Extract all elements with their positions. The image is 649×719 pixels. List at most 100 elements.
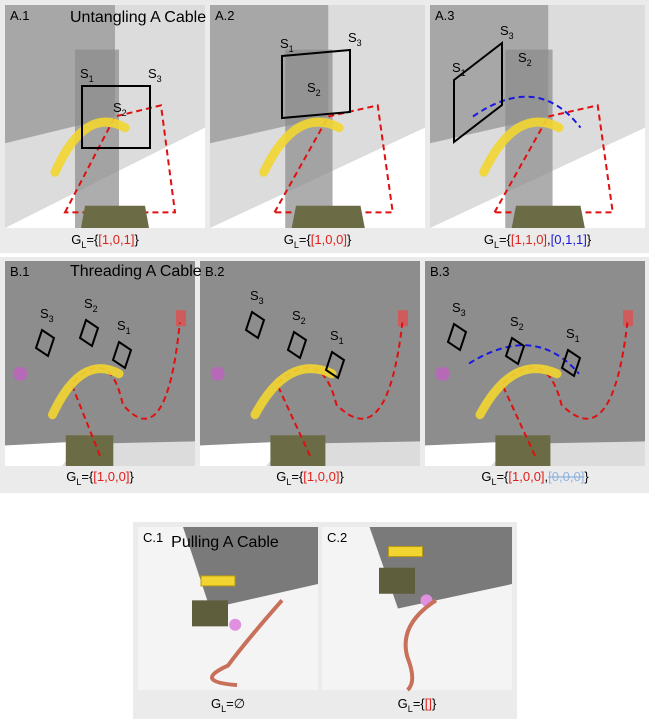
frame-label: S2: [518, 50, 532, 68]
caption-part: }: [347, 232, 352, 247]
frame-label: S2: [292, 308, 306, 326]
floor: [5, 441, 81, 466]
frame: [34, 328, 56, 358]
anchor: [398, 310, 408, 327]
frame-label: S1: [80, 66, 94, 84]
frame-label-letter: S: [148, 66, 157, 81]
caption-part: [0,0,0]: [548, 469, 584, 484]
post: [285, 49, 333, 228]
frame-label-sub: 3: [49, 314, 54, 324]
row-title: Untangling A Cable: [70, 9, 206, 26]
anchor: [176, 310, 186, 327]
second-path: [468, 344, 580, 375]
frame: [446, 322, 468, 352]
frame-label-letter: S: [348, 30, 357, 45]
caption-part: ,: [547, 232, 551, 247]
caption: GL={[1,1,0],[0,1,1]}: [484, 232, 592, 250]
caption-part: =∅: [226, 696, 245, 711]
caption-part: ={: [496, 469, 509, 484]
caption-symbol: G: [481, 469, 491, 484]
row-title: Threading A Cable: [70, 263, 202, 280]
frame-label-letter: S: [280, 36, 289, 51]
floor: [430, 127, 645, 228]
floor: [210, 127, 425, 228]
caption-part: [1,0,0]: [311, 232, 347, 247]
row: A.1S1S2S3GL={[1,0,1]}A.2S1S2S3GL={[1,0,0…: [5, 5, 645, 250]
caption: GL={[1,0,0]}: [276, 469, 344, 487]
caption-sub: L: [494, 240, 499, 250]
frame: [504, 336, 526, 366]
wall: [425, 261, 645, 446]
frame-label-sub: 3: [461, 308, 466, 318]
row: C.1GL=∅C.2GL={[]}Pulling A Cable: [138, 527, 512, 714]
anchor: [623, 310, 633, 327]
robot: [259, 117, 344, 177]
frame-label-sub: 2: [527, 58, 532, 68]
frame: [244, 310, 266, 340]
caption-part: }: [129, 469, 134, 484]
pedestal: [65, 435, 114, 466]
caption-part: [1,0,0]: [303, 469, 339, 484]
floor: [200, 441, 288, 466]
robot: [479, 117, 564, 177]
panel-label: C.2: [327, 530, 347, 545]
frame-label-sub: 2: [301, 316, 306, 326]
panel-label: C.1: [143, 530, 163, 545]
frame-label-sub: 2: [122, 108, 127, 118]
caption-part: }: [432, 696, 437, 711]
goal: [229, 618, 242, 631]
frame-label-letter: S: [307, 80, 316, 95]
pedestal: [511, 205, 585, 228]
frame-label-letter: S: [452, 60, 461, 75]
frame: [78, 318, 100, 348]
panel-label: B.3: [430, 264, 450, 279]
caption: GL={[1,0,0]}: [66, 469, 134, 487]
goal: [13, 366, 28, 381]
robot: [200, 575, 236, 587]
caption-sub: L: [81, 240, 86, 250]
caption: GL={[]}: [398, 696, 437, 714]
frame-label: S3: [500, 23, 514, 41]
caption: GL={[1,0,1]}: [71, 232, 139, 250]
caption-sub: L: [76, 477, 81, 487]
frame: [286, 330, 308, 360]
caption-part: ={: [86, 232, 99, 247]
frame-label-sub: 2: [316, 88, 321, 98]
frame-label-letter: S: [500, 23, 509, 38]
row: B.1S3S2S1GL={[1,0,0]}B.2S3S2S1GL={[1,0,0…: [5, 261, 645, 487]
caption-part: }: [584, 469, 589, 484]
frame-label-sub: 2: [519, 322, 524, 332]
caption-part: ,: [545, 469, 549, 484]
row-title: Pulling A Cable: [171, 534, 279, 551]
caption: GL={[1,0,0],[0,0,0]}: [481, 469, 589, 487]
frame-label-letter: S: [330, 328, 339, 343]
frame: [560, 348, 582, 378]
frame-label-letter: S: [566, 326, 575, 341]
panel-label: A.3: [435, 8, 455, 23]
floor: [425, 441, 513, 466]
caption-sub: L: [408, 704, 413, 714]
robot: [475, 364, 562, 420]
cable-path: [492, 104, 614, 214]
pedestal: [81, 205, 149, 228]
frame-label: S2: [510, 314, 524, 332]
cable-path: [272, 104, 394, 214]
frame-label: S2: [113, 100, 127, 118]
frame-label-letter: S: [510, 314, 519, 329]
frame: [281, 48, 351, 120]
frame-label-sub: 3: [357, 38, 362, 48]
post: [505, 49, 553, 228]
cable: [210, 599, 284, 688]
pedestal: [270, 435, 326, 466]
wall: [183, 527, 318, 609]
goal: [210, 366, 225, 381]
caption-symbol: G: [284, 232, 294, 247]
frame-label-letter: S: [250, 288, 259, 303]
frame-label-sub: 2: [93, 304, 98, 314]
panel-label: A.2: [215, 8, 235, 23]
caption-part: }: [134, 232, 139, 247]
caption-part: [0,1,1]: [551, 232, 587, 247]
caption-symbol: G: [66, 469, 76, 484]
frame-label-sub: 1: [339, 336, 344, 346]
frame-label-sub: 1: [575, 334, 580, 344]
